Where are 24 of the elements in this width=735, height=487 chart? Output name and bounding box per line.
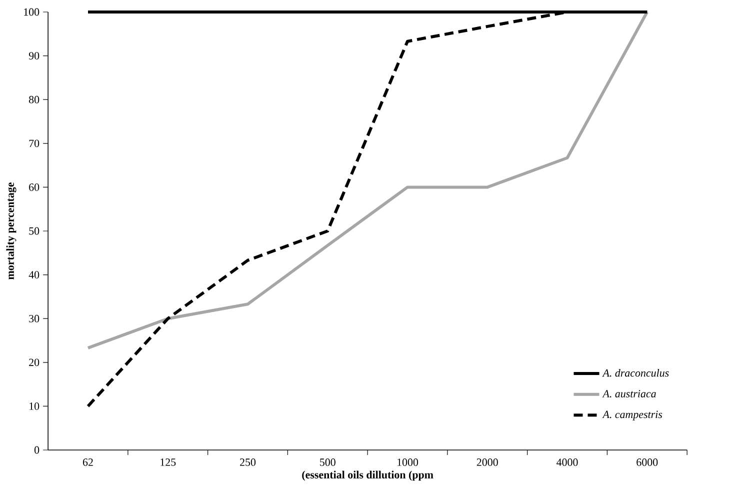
y-tick-label: 70 (29, 140, 40, 148)
y-tick-label: 30 (29, 314, 40, 322)
y-tick-label: 100 (24, 8, 40, 16)
x-tick-label: 6000 (636, 458, 658, 466)
legend-label: A. campestris (602, 410, 662, 420)
y-tick-label: 90 (28, 52, 40, 60)
y-tick-label: 80 (29, 96, 40, 104)
x-tick-label: 4000 (556, 458, 578, 466)
y-axis-title: mortality percentage (6, 182, 16, 280)
x-axis-title: (essential oils dillution (ppm (302, 470, 434, 481)
y-tick-label: 40 (28, 271, 40, 278)
y-tick-label: 20 (29, 358, 40, 366)
x-tick-label: 62 (82, 458, 93, 466)
x-tick-label: 125 (160, 458, 176, 466)
y-tick-label: 10 (30, 402, 40, 410)
x-tick-label: 500 (320, 458, 336, 466)
x-tick-label: 250 (240, 458, 256, 466)
legend-label: A. draconculus (602, 368, 669, 377)
x-tick-label: 2000 (476, 458, 498, 466)
legend-label: A. austriaca (602, 390, 656, 398)
y-tick-label: 50 (29, 227, 40, 235)
y-tick-label: 60 (29, 184, 40, 191)
y-tick-label: 0 (34, 446, 40, 454)
x-tick-label: 1000 (398, 458, 418, 466)
